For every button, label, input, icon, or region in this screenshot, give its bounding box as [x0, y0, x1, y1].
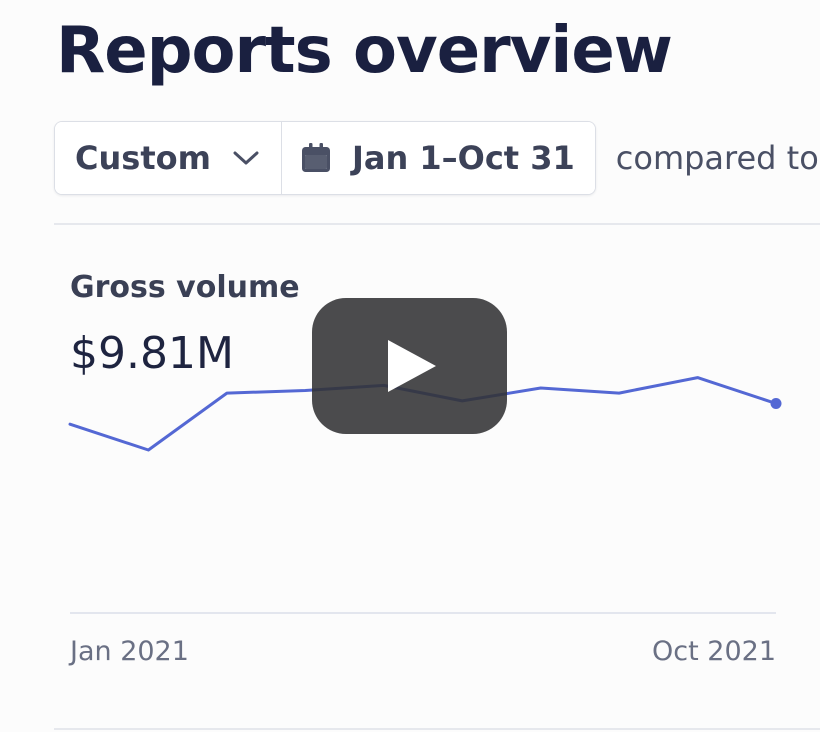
series-end-marker	[770, 397, 782, 409]
metric-value: $9.81M	[70, 328, 234, 379]
metric-label: Gross volume	[70, 270, 300, 305]
date-filter-group: Custom Jan 1–Oct 31	[54, 121, 596, 195]
date-preset-dropdown[interactable]: Custom	[55, 122, 281, 194]
section-divider	[54, 223, 820, 225]
date-filter-bar: Custom Jan 1–Oct 31	[54, 121, 820, 195]
compared-to-label: compared to	[615, 139, 819, 177]
date-preset-label: Custom	[75, 139, 211, 177]
x-axis-tick-end: Oct 2021	[652, 636, 776, 667]
calendar-icon	[300, 142, 332, 174]
x-axis-tick-start: Jan 2021	[70, 636, 189, 667]
chevron-down-icon	[233, 150, 259, 166]
video-play-button[interactable]	[312, 298, 507, 434]
page-title: Reports overview	[56, 14, 673, 88]
date-range-label: Jan 1–Oct 31	[351, 139, 575, 177]
play-icon	[382, 338, 438, 394]
date-range-button[interactable]: Jan 1–Oct 31	[280, 122, 595, 194]
bottom-divider	[54, 728, 820, 730]
